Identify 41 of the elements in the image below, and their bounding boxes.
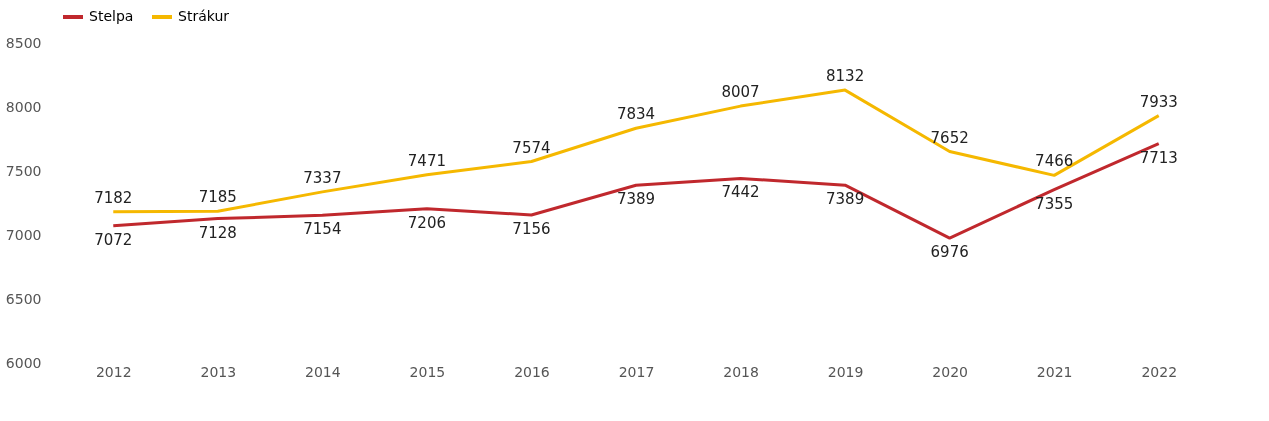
y-tick-label: 6500 <box>5 290 42 307</box>
data-label: 7337 <box>303 168 342 187</box>
y-tick-label: 7500 <box>5 162 42 179</box>
x-tick-label: 2022 <box>1141 363 1178 380</box>
data-label: 7442 <box>721 183 760 202</box>
data-label: 7834 <box>616 105 656 124</box>
legend-label: Stelpa <box>89 8 134 24</box>
data-label: 7466 <box>1035 152 1074 171</box>
x-tick-label: 2013 <box>200 363 237 380</box>
data-label: 7128 <box>198 223 237 242</box>
data-label: 7355 <box>1035 194 1074 213</box>
data-label: 7185 <box>198 188 237 207</box>
data-label: 7182 <box>94 188 133 207</box>
x-tick-label: 2018 <box>723 363 759 380</box>
y-tick-label: 8000 <box>5 98 42 115</box>
legend-label: Strákur <box>178 8 230 24</box>
y-tick-label: 8500 <box>5 34 42 51</box>
data-label: 7713 <box>1139 148 1178 167</box>
data-label: 7471 <box>407 151 446 170</box>
data-label: 7933 <box>1139 92 1178 111</box>
x-tick-label: 2014 <box>305 363 341 380</box>
data-label: 7206 <box>407 213 446 232</box>
data-label: 7154 <box>303 220 342 239</box>
data-label: 7652 <box>930 128 969 147</box>
y-tick-label: 7000 <box>5 226 42 243</box>
data-label: 7156 <box>512 220 551 239</box>
x-tick-label: 2017 <box>618 363 655 380</box>
x-tick-label: 2015 <box>409 363 446 380</box>
data-label: 6976 <box>930 243 969 262</box>
x-tick-label: 2019 <box>827 363 864 380</box>
x-tick-label: 2020 <box>932 363 968 380</box>
data-label: 7389 <box>826 190 865 209</box>
data-label: 7389 <box>616 190 656 209</box>
data-label: 8132 <box>826 67 865 86</box>
x-tick-label: 2021 <box>1036 363 1073 380</box>
x-tick-label: 2016 <box>514 363 550 380</box>
data-label: 7072 <box>94 230 133 249</box>
y-tick-label: 6000 <box>5 354 42 371</box>
data-label: 8007 <box>721 83 760 102</box>
x-tick-label: 2012 <box>95 363 132 380</box>
data-label: 7574 <box>512 138 551 157</box>
